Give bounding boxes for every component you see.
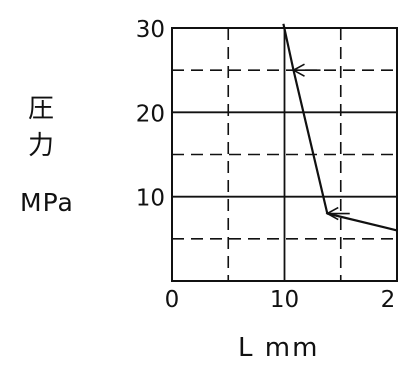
arrow-1 <box>291 63 321 77</box>
y-tick-label-10: 10 <box>136 186 165 212</box>
y-axis-label-char-2: 力 <box>28 131 55 161</box>
y-tick-label-30: 30 <box>136 17 165 43</box>
pressure-curve <box>282 23 398 232</box>
arrow-head <box>325 206 339 221</box>
x-axis-label: L mm <box>238 333 320 363</box>
y-axis-unit-label: MPa <box>20 188 74 217</box>
x-tick-label-10: 10 <box>270 287 299 313</box>
x-tick-label-2: 2 <box>381 287 396 313</box>
arrow-marks <box>291 63 350 221</box>
grid-lines <box>172 28 397 281</box>
y-tick-labels: 10 20 30 <box>136 17 165 212</box>
x-tick-labels: 0 10 2 <box>165 287 396 313</box>
y-axis-label-char-1: 圧 <box>28 94 55 124</box>
arrow-head <box>291 63 305 77</box>
arrow-2 <box>325 206 350 221</box>
x-tick-label-0: 0 <box>165 287 180 313</box>
y-tick-label-20: 20 <box>136 101 165 127</box>
